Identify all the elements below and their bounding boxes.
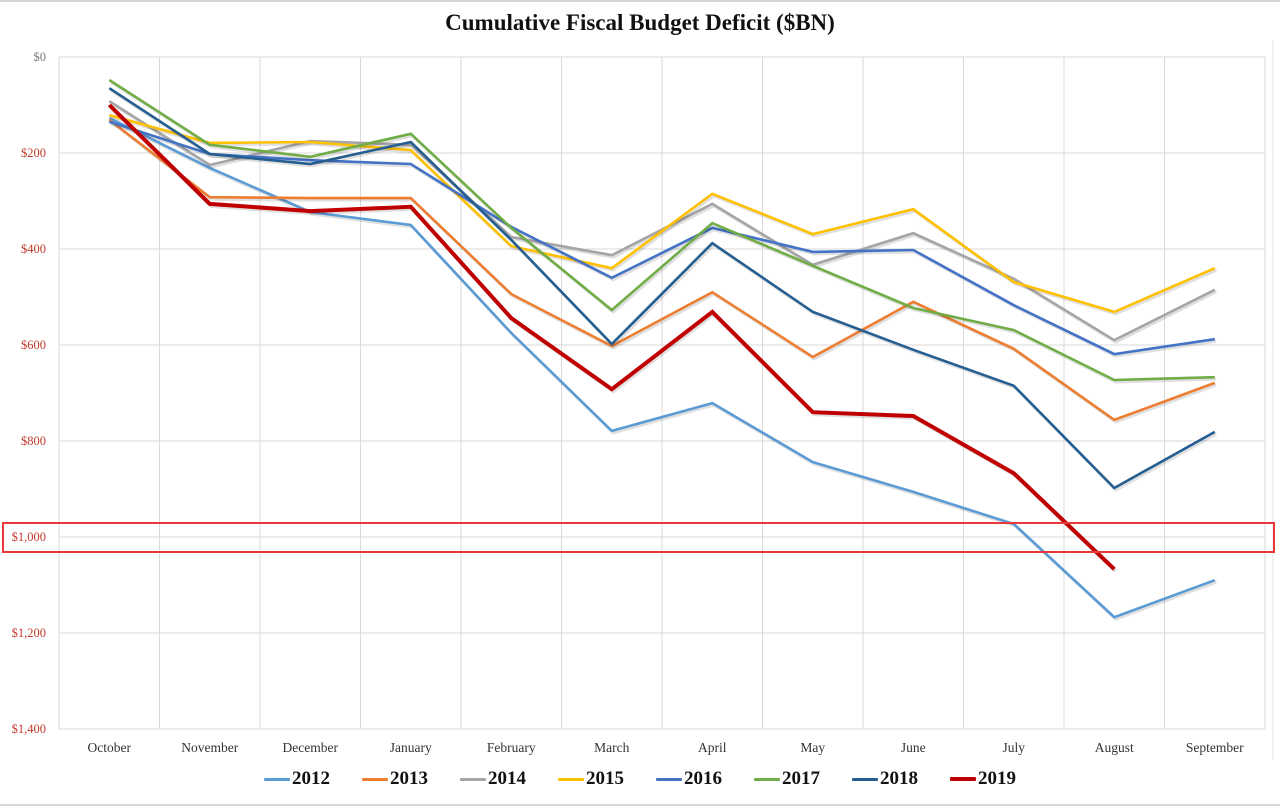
gridlines — [58, 40, 1274, 760]
y-tick-label: $0 — [34, 50, 47, 64]
legend-label: 2012 — [292, 768, 330, 789]
y-tick-label: $1,000 — [12, 530, 46, 544]
x-tick-label: December — [283, 740, 339, 755]
legend-swatch — [754, 777, 780, 781]
series-shadow-2012 — [110, 118, 1217, 621]
x-tick-label: February — [487, 740, 536, 755]
series-shadow-2013 — [109, 120, 1217, 424]
x-axis-ticks: October November December January February Ma… — [88, 740, 1245, 755]
legend-label: 2013 — [390, 768, 428, 789]
frame-bottom-border — [0, 804, 1280, 806]
legend-swatch — [558, 777, 584, 781]
y-tick-label: $600 — [21, 338, 46, 352]
series-shadow-2014 — [109, 101, 1217, 344]
chart-title: Cumulative Fiscal Budget Deficit ($BN) — [445, 10, 835, 35]
legend-item-2018: 2018 — [852, 768, 918, 790]
y-axis-ticks: $0 $200 $400 $600 $800 $1,000 $1,200 $1,400 — [12, 50, 46, 736]
series-line-2018 — [108, 87, 1216, 490]
legend-label: 2019 — [978, 768, 1016, 789]
x-tick-label: January — [390, 740, 432, 755]
legend-item-2014: 2014 — [460, 768, 526, 790]
legend-swatch — [460, 777, 486, 781]
legend-swatch — [264, 777, 290, 781]
x-tick-label: September — [1186, 740, 1244, 755]
legend-label: 2015 — [586, 768, 624, 789]
annotations — [2, 522, 1275, 553]
legend-item-2017: 2017 — [754, 768, 820, 790]
legend-label: 2017 — [782, 768, 820, 789]
legend-swatch — [852, 777, 878, 781]
x-tick-label: November — [181, 740, 238, 755]
series-shadow-2019 — [109, 105, 1118, 573]
legend-item-2016: 2016 — [656, 768, 722, 790]
series-line-2017 — [108, 78, 1215, 382]
y-tick-label: $200 — [21, 146, 46, 160]
legend-swatch — [362, 777, 388, 781]
legend-swatch — [950, 777, 976, 781]
x-tick-label: July — [1002, 740, 1025, 755]
series-line-2019 — [107, 103, 1116, 571]
series-line-2012 — [108, 116, 1216, 619]
series-line-2013 — [108, 118, 1216, 422]
x-tick-label: June — [901, 740, 926, 755]
legend-label: 2016 — [684, 768, 722, 789]
legend-item-2015: 2015 — [558, 768, 624, 790]
x-tick-label: May — [800, 740, 825, 755]
x-tick-label: April — [698, 740, 727, 755]
series-line-2016 — [108, 120, 1215, 356]
legend-item-2013: 2013 — [362, 768, 428, 790]
legend-label: 2018 — [880, 768, 918, 789]
x-tick-label: October — [88, 740, 132, 755]
legend-item-2019: 2019 — [950, 768, 1016, 790]
x-tick-label: August — [1095, 740, 1134, 755]
x-tick-label: March — [594, 740, 629, 755]
y-tick-label: $1,400 — [12, 722, 46, 736]
frame-top-border — [0, 0, 1280, 2]
highlight-box-1000 — [2, 522, 1275, 553]
legend: 2012 2013 2014 2015 2016 2017 2018 2019 — [0, 768, 1280, 790]
legend-label: 2014 — [488, 768, 526, 789]
legend-item-2012: 2012 — [264, 768, 330, 790]
y-tick-label: $1,200 — [12, 626, 46, 640]
series-shadow-2015 — [110, 115, 1217, 316]
series-lines — [107, 78, 1218, 621]
series-line-2015 — [108, 113, 1216, 314]
y-tick-label: $800 — [21, 434, 46, 448]
legend-swatch — [656, 777, 682, 781]
y-tick-label: $400 — [21, 242, 46, 256]
